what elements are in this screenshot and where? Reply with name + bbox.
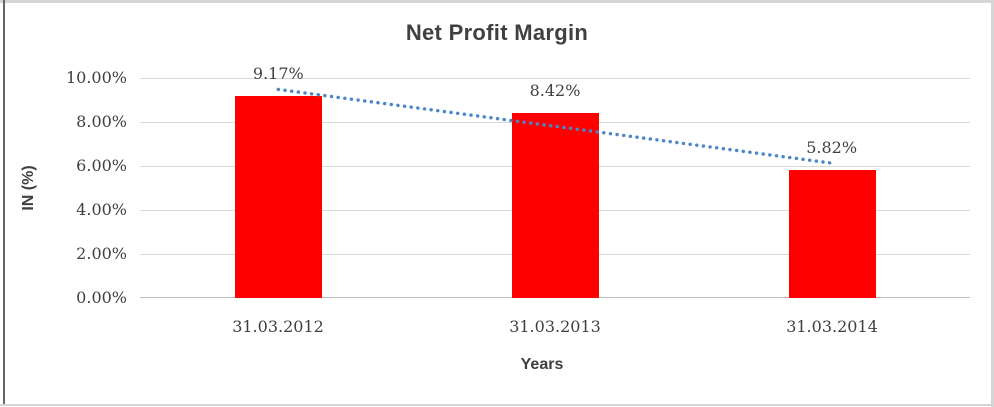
bar: [235, 96, 323, 298]
frame-right-border: [991, 0, 994, 407]
y-tick-label: 8.00%: [76, 112, 127, 131]
bar: [512, 112, 599, 298]
bar-column: 9.17%: [218, 64, 338, 298]
x-axis-title: Years: [520, 356, 564, 373]
plot-area: 9.17% 8.42% 5.82%: [140, 64, 970, 298]
y-tick-label: 0.00%: [76, 288, 127, 307]
y-tick-label: 10.00%: [65, 68, 127, 87]
y-axis-title: IN (%): [20, 165, 37, 211]
x-tick-label: 31.03.2013: [509, 317, 601, 336]
bar-value-label: 8.42%: [529, 80, 581, 100]
bar: [788, 169, 876, 298]
gridline: [140, 78, 970, 79]
y-tick-label: 6.00%: [76, 156, 127, 175]
bar-column: 5.82%: [772, 78, 892, 298]
y-tick-label: 2.00%: [76, 244, 127, 263]
bar-value-label: 9.17%: [252, 64, 304, 84]
chart-title: Net Profit Margin: [405, 20, 589, 45]
frame-bottom-border: [0, 404, 994, 406]
bar-column: 8.42%: [495, 78, 615, 298]
frame-top-border: [0, 0, 994, 3]
frame-left-border: [3, 0, 5, 404]
bar-value-label: 5.82%: [806, 137, 858, 157]
x-tick-label: 31.03.2014: [786, 317, 878, 336]
x-tick-label: 31.03.2012: [232, 317, 324, 336]
y-tick-label: 4.00%: [76, 200, 127, 219]
